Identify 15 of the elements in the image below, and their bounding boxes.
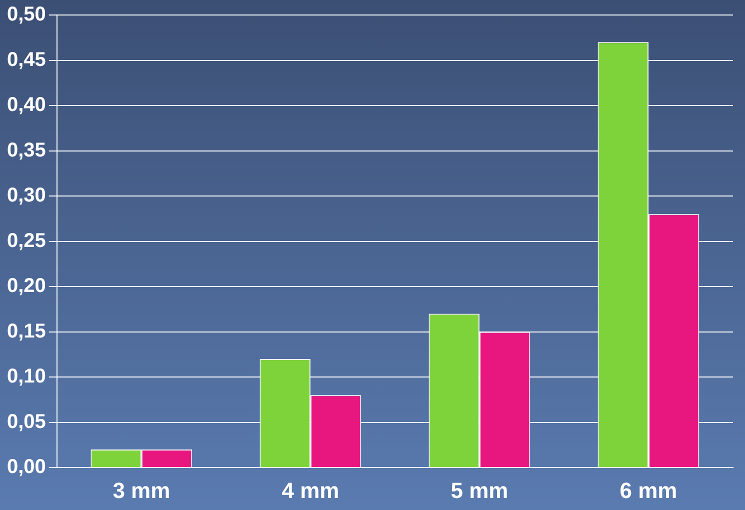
y-tick-label: 0,05 (6, 410, 46, 433)
x-tick-label: 5 mm (450, 478, 508, 503)
y-tick-label: 0,50 (6, 4, 46, 26)
y-tick-label: 0,00 (6, 456, 46, 478)
y-tick-label: 0,25 (6, 230, 46, 252)
y-tick-label: 0,30 (6, 184, 46, 207)
y-tick-label: 0,40 (6, 94, 46, 116)
y-tick-label: 0,15 (6, 320, 46, 342)
x-tick-label: 6 mm (620, 478, 678, 503)
y-tick-label: 0,20 (6, 275, 46, 298)
x-tick-label: 4 mm (282, 478, 340, 503)
y-tick-label: 0,45 (6, 48, 46, 71)
x-tick-label: 3 mm (112, 478, 170, 503)
y-tick-label: 0,35 (6, 139, 46, 162)
y-tick-label: 0,10 (6, 366, 46, 388)
